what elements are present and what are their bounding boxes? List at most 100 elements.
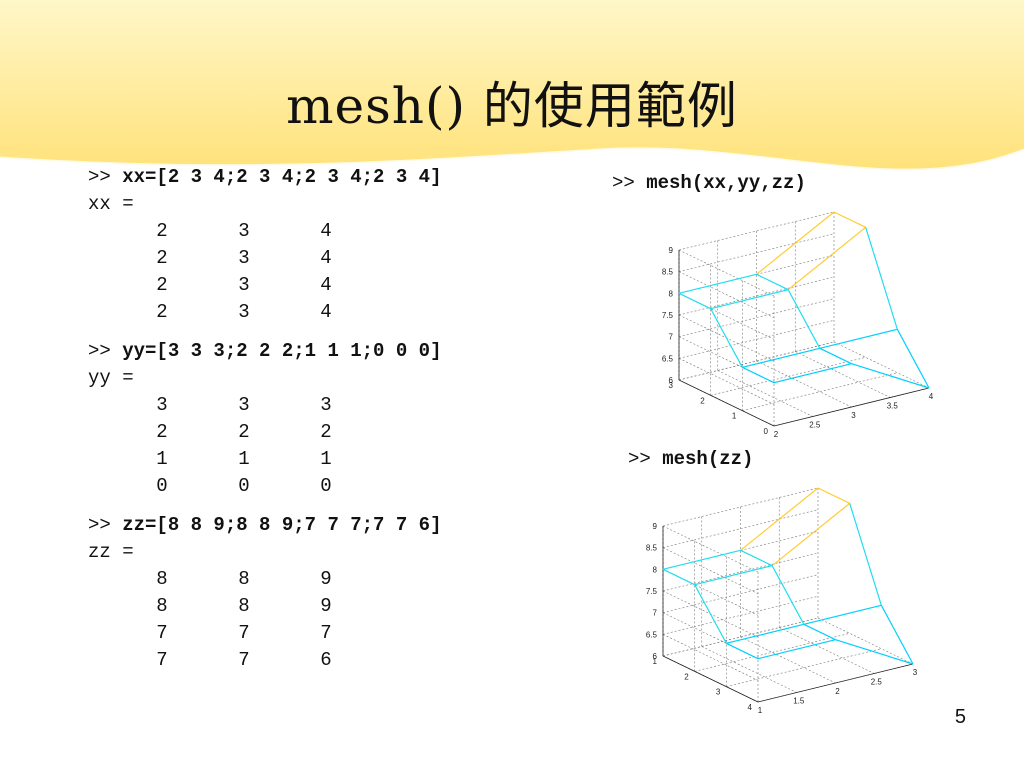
matrix-row: 8 8 9 [88, 566, 441, 593]
mesh-edge [740, 487, 819, 551]
z-tick-label: 6.5 [646, 630, 658, 639]
command-text: yy=[3 3 3;2 2 2;1 1 1;0 0 0] [122, 340, 442, 362]
y-tick-label: 0 [764, 427, 769, 436]
matrix-row: 0 0 0 [88, 473, 441, 500]
matrix-row: 2 3 4 [88, 245, 441, 272]
matrix-cell: 8 [156, 595, 168, 617]
gridline [662, 612, 759, 659]
gridline [662, 531, 819, 570]
matrix-row: 3 3 3 [88, 392, 441, 419]
matrix-cell: 2 [156, 301, 168, 323]
matrix-cell: 2 [156, 247, 168, 269]
gridline [833, 341, 930, 389]
x-tick-label: 3 [913, 668, 918, 677]
matrix-row: 8 8 9 [88, 593, 441, 620]
x-tick-label: 1.5 [793, 697, 805, 706]
prompt: >> [628, 448, 651, 470]
mesh-edge [817, 487, 850, 504]
mesh-edge [833, 211, 866, 228]
prompt: >> [88, 514, 111, 536]
gridline [662, 547, 759, 594]
matrix-cell: 7 [156, 622, 168, 644]
y-tick-label: 2 [684, 672, 689, 681]
variable-label: zz = [88, 541, 134, 563]
mesh-edge [787, 226, 867, 291]
gridline [726, 648, 882, 687]
gridline [678, 211, 835, 251]
matrix-cell: 2 [156, 220, 168, 242]
mesh-edge [694, 584, 727, 644]
command-line: >> xx=[2 3 4;2 3 4;2 3 4;2 3 4] [88, 164, 441, 191]
matrix-cell: 8 [238, 595, 250, 617]
x-tick-label: 2.5 [809, 421, 821, 430]
gridline [742, 372, 898, 411]
gridline [662, 617, 819, 657]
mesh-edge [742, 347, 820, 368]
z-tick-label: 6 [669, 376, 674, 385]
mesh-edge [771, 502, 851, 567]
mesh-edge [819, 347, 852, 365]
command-line: >> yy=[3 3 3;2 2 2;1 1 1;0 0 0] [88, 338, 441, 365]
matrix-cell: 7 [238, 622, 250, 644]
y-tick-label: 3 [669, 381, 674, 390]
matrix-cell: 2 [156, 421, 168, 443]
matrix-cell: 0 [156, 475, 168, 497]
matrix-row: 7 7 7 [88, 620, 441, 647]
command-text: mesh(xx,yy,zz) [646, 172, 806, 194]
mesh-edge [756, 211, 835, 275]
x-axis [757, 663, 914, 703]
z-tick-label: 8.5 [646, 544, 658, 553]
z-tick-label: 6 [653, 652, 658, 661]
matrix-cell: 9 [320, 595, 332, 617]
gridline [694, 633, 850, 672]
mesh-edge [678, 273, 757, 294]
x-tick-label: 1 [758, 706, 763, 715]
mesh-edge [694, 565, 773, 586]
mesh-edge [865, 227, 898, 330]
matrix-cell: 4 [320, 247, 332, 269]
gridline [678, 358, 775, 405]
mesh-edge [710, 308, 743, 368]
matrix-cell: 7 [320, 622, 332, 644]
mesh-edge [742, 366, 775, 384]
gridline [678, 255, 835, 294]
mesh-edge [803, 604, 882, 625]
gridline [678, 341, 835, 381]
xx-block: >> xx=[2 3 4;2 3 4;2 3 4;2 3 4] xx = 2 3 4… [88, 164, 441, 326]
z-tick-label: 8.5 [662, 268, 674, 277]
matrix-cell: 2 [156, 274, 168, 296]
gridline [678, 276, 835, 316]
matrix-row: 1 1 1 [88, 446, 441, 473]
plot2-command-line: >> mesh(zz) [628, 448, 753, 470]
matrix-cell: 3 [238, 247, 250, 269]
matrix-cell: 1 [320, 448, 332, 470]
gridline [662, 574, 819, 613]
matrix-cell: 8 [156, 568, 168, 590]
mesh-edge [757, 639, 836, 660]
matrix-row: 2 2 2 [88, 419, 441, 446]
matrix-cell: 0 [320, 475, 332, 497]
matrix-cell: 3 [238, 220, 250, 242]
matrix-cell: 7 [156, 649, 168, 671]
z-tick-label: 9 [653, 522, 658, 531]
x-axis [773, 387, 930, 427]
mesh-edge [662, 568, 695, 586]
command-text: mesh(zz) [662, 448, 754, 470]
variable-label: xx = [88, 193, 134, 215]
gridline [662, 525, 759, 573]
matrix-cell: 1 [156, 448, 168, 470]
prompt: >> [88, 166, 111, 188]
x-tick-label: 4 [929, 392, 934, 401]
mesh-edge [835, 639, 914, 665]
matrix-cell: 3 [320, 394, 332, 416]
matrix-cell: 4 [320, 301, 332, 323]
gridline [717, 370, 813, 417]
gridline [678, 233, 835, 272]
matrix-cell: 0 [238, 475, 250, 497]
gridline [817, 617, 914, 665]
y-tick-label: 2 [700, 396, 705, 405]
gridline [662, 487, 819, 527]
command-text: zz=[8 8 9;8 8 9;7 7 7;7 7 6] [122, 514, 442, 536]
